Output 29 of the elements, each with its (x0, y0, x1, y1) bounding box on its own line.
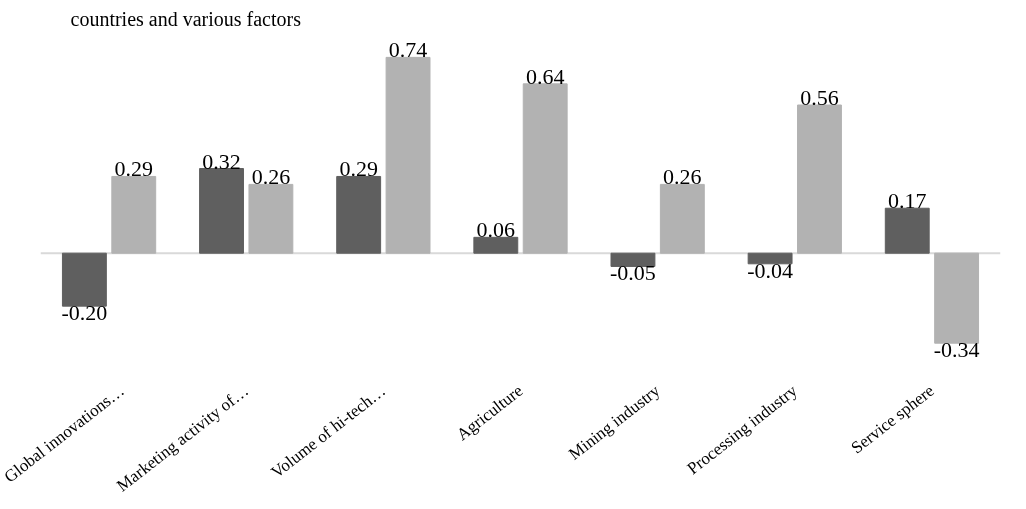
bar (248, 183, 294, 254)
chart-title: countries and various factors (70, 7, 302, 30)
data-label: -0.04 (747, 257, 794, 283)
data-label: -0.34 (933, 337, 980, 363)
data-label: 0.74 (388, 37, 428, 63)
bar (610, 252, 656, 267)
data-label: -0.20 (61, 300, 108, 326)
bar (659, 183, 705, 254)
bar (884, 207, 930, 254)
bar (199, 168, 244, 254)
bar (747, 252, 793, 265)
data-label: 0.56 (800, 85, 839, 111)
data-label: 0.26 (663, 164, 702, 190)
bar (385, 56, 431, 254)
data-label: 0.06 (476, 217, 516, 243)
bar (797, 104, 842, 254)
bar (111, 175, 157, 254)
bar (336, 175, 382, 254)
bar (473, 236, 519, 254)
data-label: 0.64 (525, 63, 565, 89)
data-label: 0.17 (887, 188, 927, 214)
bar (61, 252, 107, 307)
data-label: -0.05 (610, 260, 656, 286)
data-label: 0.32 (202, 148, 241, 174)
data-label: 0.29 (339, 156, 378, 182)
bar (934, 252, 980, 344)
data-label: 0.29 (114, 156, 154, 182)
data-label: 0.26 (251, 164, 291, 190)
bar (522, 83, 568, 254)
